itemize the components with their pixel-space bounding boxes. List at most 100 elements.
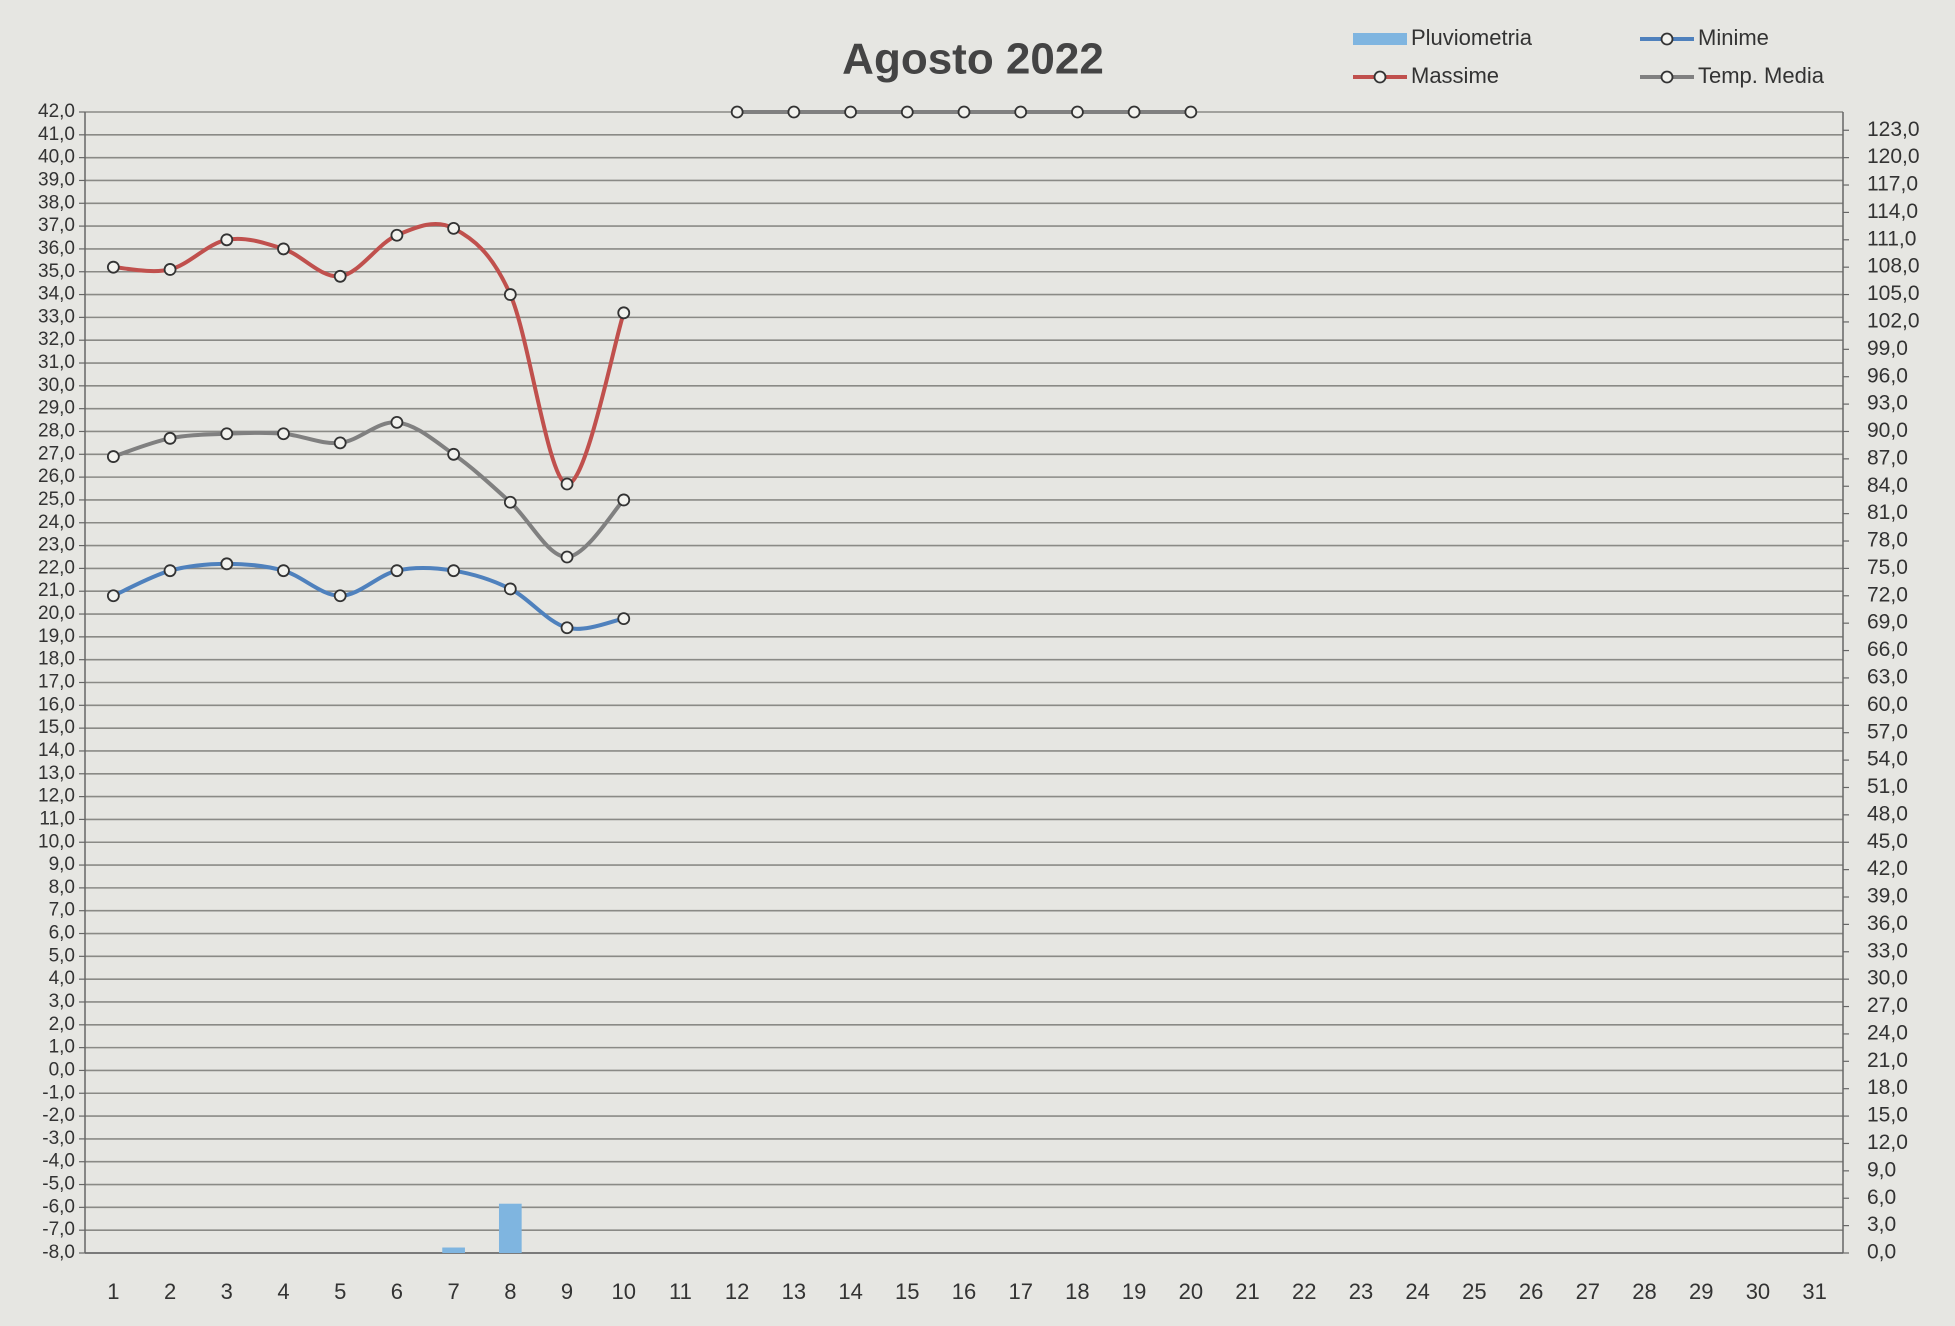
y2-tick-label: 99,0	[1867, 337, 1908, 360]
y-tick-label: 20,0	[38, 603, 75, 624]
y2-tick-label: 102,0	[1867, 309, 1920, 332]
marker	[163, 564, 177, 578]
y-tick-label: -6,0	[42, 1196, 75, 1217]
y2-tick-label: 21,0	[1867, 1049, 1908, 1072]
y2-tick-label: 81,0	[1867, 501, 1908, 524]
x-tick-label: 29	[1689, 1279, 1713, 1304]
x-tick-label: 27	[1576, 1279, 1600, 1304]
y2-tick-label: 57,0	[1867, 720, 1908, 743]
x-tick-label: 3	[221, 1279, 233, 1304]
legend-label: Massime	[1411, 63, 1499, 88]
y-tick-label: 13,0	[38, 763, 75, 784]
y2-tick-label: 33,0	[1867, 939, 1908, 962]
marker	[333, 269, 347, 283]
marker	[390, 228, 404, 242]
y2-tick-label: 27,0	[1867, 994, 1908, 1017]
y2-tick-label: 9,0	[1867, 1158, 1896, 1181]
y-tick-label: 27,0	[38, 443, 75, 464]
x-tick-label: 9	[561, 1279, 573, 1304]
y2-tick-label: 63,0	[1867, 665, 1908, 688]
marker	[787, 105, 801, 119]
x-tick-label: 24	[1405, 1279, 1429, 1304]
legend: Pluviometria Minime Massime Temp. Media	[1353, 25, 1825, 88]
y2-tick-label: 120,0	[1867, 145, 1920, 168]
x-tick-label: 2	[164, 1279, 176, 1304]
marker	[277, 242, 290, 256]
marker	[333, 436, 347, 450]
legend-marker	[1660, 32, 1674, 46]
marker	[617, 612, 631, 626]
y-tick-label: 24,0	[38, 512, 75, 533]
y-tick-label: -4,0	[42, 1151, 75, 1172]
marker	[390, 415, 404, 429]
marker	[220, 427, 234, 441]
y-tick-label: -5,0	[42, 1174, 75, 1195]
y-tick-label: 17,0	[38, 672, 75, 693]
y-tick-label: -2,0	[42, 1105, 75, 1126]
marker	[503, 495, 517, 509]
y-tick-label: 12,0	[38, 786, 75, 807]
legend-marker	[1660, 70, 1674, 84]
marker	[617, 306, 631, 320]
x-tick-label: 5	[334, 1279, 346, 1304]
x-tick-label: 19	[1122, 1279, 1146, 1304]
legend-label: Temp. Media	[1698, 63, 1825, 88]
marker	[730, 105, 744, 119]
marker	[277, 427, 290, 441]
y2-tick-label: 90,0	[1867, 419, 1908, 442]
marker	[844, 105, 857, 119]
marker	[163, 263, 177, 276]
x-tick-label: 16	[952, 1279, 976, 1304]
y2-tick-label: 78,0	[1867, 529, 1908, 552]
y-tick-label: 40,0	[38, 147, 75, 168]
x-tick-label: 31	[1802, 1279, 1826, 1304]
marker	[503, 582, 517, 596]
y2-tick-label: 87,0	[1867, 446, 1908, 469]
y2-tick-label: 30,0	[1867, 967, 1908, 990]
x-tick-label: 8	[504, 1279, 516, 1304]
y-tick-label: 10,0	[38, 831, 75, 852]
y-tick-label: -1,0	[42, 1082, 75, 1103]
y2-tick-label: 18,0	[1867, 1076, 1908, 1099]
marker	[617, 493, 631, 507]
marker	[163, 431, 177, 445]
marker	[1184, 105, 1198, 119]
y2-tick-label: 114,0	[1867, 200, 1918, 223]
legend-swatch	[1353, 33, 1407, 45]
y2-tick-label: 6,0	[1867, 1186, 1896, 1209]
x-tick-label: 14	[838, 1279, 862, 1304]
y-tick-label: 38,0	[38, 192, 75, 213]
y-tick-label: 2,0	[49, 1014, 75, 1035]
y-tick-label: 8,0	[49, 877, 75, 898]
y-tick-label: 41,0	[38, 124, 75, 145]
x-tick-label: 28	[1632, 1279, 1656, 1304]
y2-tick-label: 51,0	[1867, 775, 1908, 798]
y2-tick-label: 75,0	[1867, 556, 1908, 579]
y-tick-label: 32,0	[38, 329, 75, 350]
y-tick-label: 23,0	[38, 535, 75, 556]
x-tick-label: 15	[895, 1279, 919, 1304]
legend-marker	[1373, 70, 1387, 84]
marker	[220, 233, 234, 247]
y-tick-label: 15,0	[38, 717, 75, 738]
y2-tick-label: 72,0	[1867, 583, 1908, 606]
legend-label: Pluviometria	[1411, 25, 1533, 50]
y-tick-label: 21,0	[38, 580, 75, 601]
y-tick-label: 33,0	[38, 306, 75, 327]
y-tick-label: 34,0	[38, 284, 75, 305]
y-tick-label: 25,0	[38, 489, 75, 510]
marker	[957, 105, 971, 119]
y-tick-label: 1,0	[49, 1037, 75, 1058]
y-tick-label: 30,0	[38, 375, 75, 396]
marker	[447, 447, 461, 461]
y2-tick-label: 24,0	[1867, 1021, 1908, 1044]
x-tick-label: 17	[1008, 1279, 1032, 1304]
y2-tick-label: 3,0	[1867, 1213, 1896, 1236]
y2-tick-label: 93,0	[1867, 392, 1908, 415]
y-tick-label: 35,0	[38, 261, 75, 282]
marker	[1014, 105, 1028, 119]
y2-tick-label: 69,0	[1867, 611, 1908, 634]
